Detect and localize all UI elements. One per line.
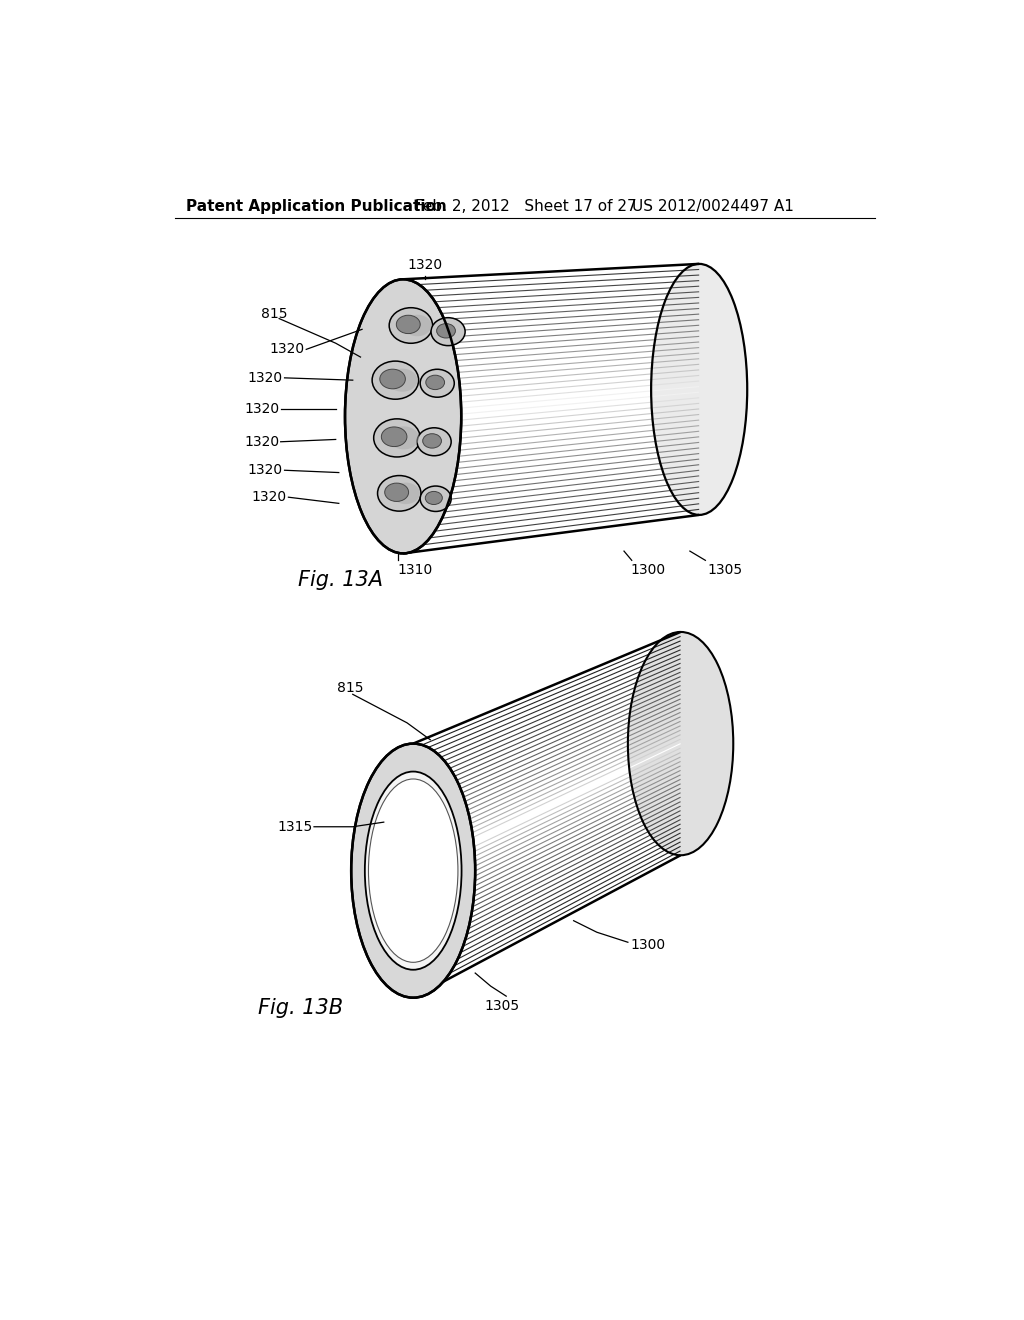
Ellipse shape [385,483,409,502]
Ellipse shape [628,632,733,855]
Ellipse shape [420,486,452,511]
Text: Fig. 13B: Fig. 13B [258,998,343,1018]
Ellipse shape [380,370,406,389]
Ellipse shape [345,280,461,553]
Ellipse shape [372,362,419,399]
Text: 1320: 1320 [248,463,283,478]
Text: 1300: 1300 [630,562,666,577]
Ellipse shape [417,428,452,455]
Ellipse shape [420,370,455,397]
Text: 1320: 1320 [408,259,442,272]
Text: Feb. 2, 2012   Sheet 17 of 27: Feb. 2, 2012 Sheet 17 of 27 [415,198,636,214]
Text: 1320: 1320 [244,401,280,416]
Ellipse shape [389,426,419,449]
Ellipse shape [381,426,407,446]
Text: 1310: 1310 [397,562,433,577]
Ellipse shape [425,491,442,504]
Ellipse shape [369,779,458,962]
Text: 1315: 1315 [278,820,312,834]
Text: 1320: 1320 [269,342,305,356]
Text: 1305: 1305 [708,562,742,577]
Ellipse shape [365,772,462,970]
Text: Fig. 13A: Fig. 13A [299,570,384,590]
Ellipse shape [389,308,432,343]
Ellipse shape [651,264,748,515]
Ellipse shape [391,483,420,504]
Ellipse shape [431,318,465,346]
Ellipse shape [426,375,444,389]
Text: 1305: 1305 [484,999,519,1014]
Ellipse shape [387,368,418,392]
Ellipse shape [374,418,420,457]
Ellipse shape [396,315,420,334]
Text: US 2012/0024497 A1: US 2012/0024497 A1 [632,198,794,214]
Text: 1320: 1320 [244,434,280,449]
Text: Patent Application Publication: Patent Application Publication [186,198,446,214]
Text: 815: 815 [337,681,364,696]
Ellipse shape [436,323,456,338]
Text: 1300: 1300 [630,939,666,952]
Ellipse shape [423,434,441,447]
Ellipse shape [403,314,431,337]
Text: 1320: 1320 [252,490,287,504]
Ellipse shape [351,743,475,998]
Ellipse shape [378,475,421,511]
Text: 1320: 1320 [248,371,283,385]
Text: 815: 815 [261,308,288,321]
